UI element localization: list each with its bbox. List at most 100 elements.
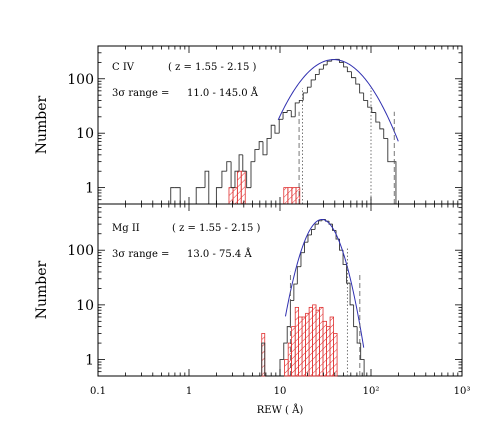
civ-ytick-label: 100 <box>67 72 94 88</box>
civ-hist-bin <box>238 154 243 172</box>
mgii-red-bar <box>308 306 313 377</box>
civ-hist-bin <box>351 71 356 79</box>
mgii-hist-bin <box>346 264 351 284</box>
civ-hist-bin <box>286 110 292 113</box>
civ-hist-bin <box>294 102 300 117</box>
civ-hist-bin <box>314 74 320 80</box>
civ-ytick-label: 10 <box>76 126 94 142</box>
civ-hist-bin <box>226 161 232 172</box>
civ-hist-bin <box>326 60 332 65</box>
mgii-ytick-label: 100 <box>67 243 94 259</box>
mgii-red-bar <box>319 306 324 377</box>
civ-hist-bin <box>230 161 235 189</box>
civ-hist-bin <box>359 84 364 94</box>
mgii-plot-frame <box>97 203 463 377</box>
civ-range-prefix: 3σ range = <box>112 88 169 99</box>
civ-hist-bin <box>367 100 372 108</box>
civ-red-bar <box>232 187 238 205</box>
mgii-range-prefix: 3σ range = <box>112 249 169 260</box>
civ-red-bar <box>236 170 242 205</box>
x-axis-label: REW ( Å) <box>257 404 304 416</box>
civ-redshift-label: ( z = 1.55 - 2.15 ) <box>168 62 257 73</box>
mgii-hist-bin <box>293 283 298 301</box>
civ-hist-bin <box>391 161 397 204</box>
mgii-hist-bin <box>353 304 358 328</box>
civ-hist-bin <box>215 187 222 204</box>
mgii-red-bar <box>287 342 292 377</box>
mgii-ytick-label: 1 <box>85 353 94 369</box>
civ-hist-bin <box>318 68 324 75</box>
civ-red-bar <box>291 187 297 205</box>
civ-hist-bin <box>343 62 348 68</box>
mgii-red-bar <box>291 326 296 377</box>
mgii-red-bar <box>301 316 306 377</box>
civ-ylabel: Number <box>34 95 50 154</box>
civ-hist-bin <box>383 128 388 139</box>
xtick-label: 10 <box>274 386 287 397</box>
mgii-hist-bin <box>286 326 291 344</box>
mgii-hist-bin <box>283 342 288 360</box>
mgii-hist-bin <box>314 223 319 230</box>
civ-hist-bin <box>234 170 240 188</box>
civ-red-bar <box>287 187 293 205</box>
civ-hist-bin <box>290 110 296 118</box>
civ-hist-bin <box>250 161 255 188</box>
x-axis: 0.1 1 10 10² 10³ <box>90 386 470 397</box>
mgii-hist-bin <box>342 250 347 265</box>
civ-hist-bin <box>375 112 380 123</box>
mgii-red-bar <box>305 312 310 377</box>
mgii-hist-bin <box>328 221 333 225</box>
xtick-label: 0.1 <box>90 386 106 397</box>
civ-hist-bin <box>322 64 328 70</box>
civ-hist-bin <box>204 170 210 204</box>
civ-hist-bin <box>371 107 376 113</box>
mgii-hist-bin <box>307 234 312 243</box>
civ-hist-bin <box>262 141 268 156</box>
mgii-hist-bin <box>289 300 294 327</box>
civ-hist-bin <box>174 187 181 204</box>
xtick-label: 10² <box>363 386 380 397</box>
mgii-red-bar <box>294 306 299 377</box>
xtick-label: 1 <box>186 386 192 397</box>
civ-hist-bin <box>346 66 352 73</box>
civ-hist-bin <box>298 99 304 103</box>
mgii-hist-bin <box>296 266 301 285</box>
civ-hist-bin <box>278 118 284 134</box>
mgii-hist-bin <box>304 241 308 253</box>
civ-hist-bin <box>282 112 288 120</box>
civ-hist-bin <box>266 138 272 155</box>
civ-hist-bin <box>355 77 360 85</box>
civ-hist-bin <box>387 138 392 163</box>
mgii-fit-curve <box>284 218 365 348</box>
civ-hist-bin <box>363 92 368 101</box>
mgii-red-bar <box>312 304 317 377</box>
mgii-ylabel: Number <box>34 260 50 319</box>
mgii-hist-bin <box>279 359 284 376</box>
mgii-hist-bin <box>349 283 354 306</box>
civ-hist-bin <box>221 170 227 188</box>
civ-hist-bin <box>302 92 308 101</box>
mgii-redshift-label: ( z = 1.55 - 2.15 ) <box>172 223 261 234</box>
xtick-label: 10³ <box>454 386 471 397</box>
mgii-hist-bin <box>261 342 266 376</box>
civ-fit-curve <box>277 59 399 142</box>
mgii-hist-bin <box>300 252 305 267</box>
mgii-red-bar <box>326 326 331 377</box>
mgii-red-bar <box>298 316 303 377</box>
civ-hist-bin <box>242 154 247 172</box>
mgii-hist-bin <box>360 343 365 376</box>
mgii-hist-bin <box>332 224 337 231</box>
mgii-red-bar <box>284 359 289 377</box>
civ-hist-bin <box>379 122 384 130</box>
civ-hist-bin <box>258 141 263 150</box>
civ-hist-bin <box>254 149 260 162</box>
mgii-ytick-label: 10 <box>76 298 94 314</box>
civ-hist-bin <box>306 86 312 93</box>
mgii-panel: 1 10 100 Mg II ( z = 1.55 - 2.15 ) 3σ rang… <box>34 203 463 377</box>
civ-hist-bin <box>170 187 175 204</box>
civ-red-bar <box>283 187 289 205</box>
mgii-red-bar <box>322 320 327 377</box>
civ-panel: 1 10 100 C IV ( z = 1.55 - 2.15 ) 3σ range… <box>34 45 463 205</box>
mgii-ion-label: Mg II <box>112 223 140 234</box>
